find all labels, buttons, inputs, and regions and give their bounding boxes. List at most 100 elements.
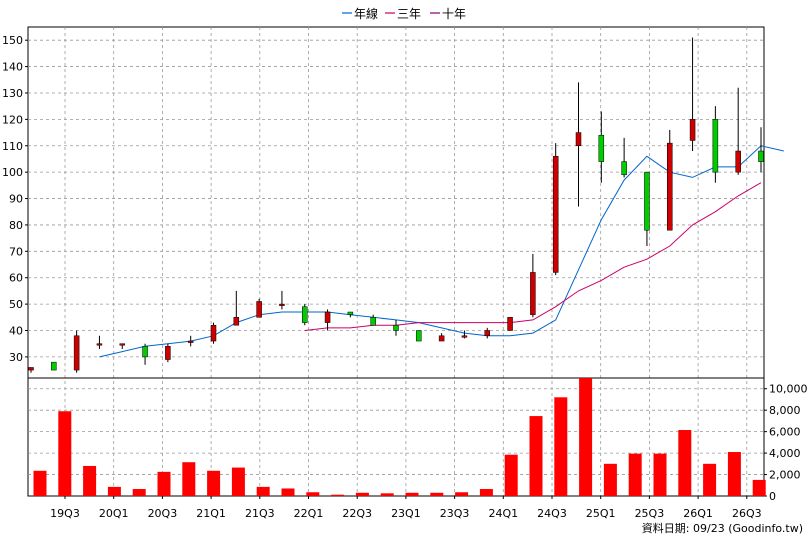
volume-bar (58, 411, 72, 496)
price-tick-label: 70 (9, 245, 23, 258)
candle-body (484, 330, 490, 337)
candle-body (28, 367, 34, 371)
volume-bar (182, 462, 196, 496)
volume-bar (306, 492, 320, 496)
price-tick-label: 90 (9, 193, 23, 206)
volume-bar (33, 470, 47, 496)
x-tick-label: 25Q1 (586, 507, 616, 520)
candle-body (370, 317, 376, 326)
price-tick-label: 60 (9, 272, 23, 285)
x-tick-label: 20Q3 (148, 507, 178, 520)
volume-bar (132, 489, 146, 496)
price-tick-label: 40 (9, 324, 23, 337)
x-tick-label: 21Q3 (245, 507, 275, 520)
legend: 年線 三年 十年 (342, 6, 466, 21)
volume-bar (281, 488, 295, 496)
x-tick-label: 23Q3 (440, 507, 470, 520)
x-tick-label: 23Q1 (391, 507, 421, 520)
candle-body (347, 311, 354, 315)
x-tick-label: 26Q3 (732, 507, 762, 520)
volume-bar (256, 486, 270, 496)
candle-body (187, 340, 194, 343)
legend-label-0: 年線 (354, 6, 378, 21)
volume-bar (107, 486, 121, 496)
x-tick-label: 24Q1 (488, 507, 518, 520)
candle-body (735, 150, 741, 173)
candle-body (507, 317, 513, 331)
x-tick-label: 22Q1 (294, 507, 324, 520)
volume-bar (479, 489, 493, 496)
price-tick-label: 50 (9, 298, 23, 311)
x-tick-label: 21Q1 (196, 507, 226, 520)
candle-body (279, 303, 285, 306)
candle-body (461, 335, 468, 338)
candle-body (165, 346, 171, 360)
price-tick-label: 130 (2, 87, 23, 100)
candle-body (302, 306, 308, 323)
volume-bar (405, 492, 419, 496)
volume-panel: 0 2,000 4,000 6,000 8,000 10,000 19Q3 20Q1 20Q3 2… (27, 377, 808, 520)
candle-body (598, 134, 605, 162)
x-tick-label: 25Q3 (635, 507, 665, 520)
candle-body (758, 150, 764, 162)
volume-bar (603, 463, 617, 496)
x-tick-label: 26Q1 (683, 507, 713, 520)
candle-body (438, 335, 445, 342)
price-tick-label: 30 (9, 351, 23, 364)
volume-bar (355, 492, 369, 496)
candle-body (393, 324, 399, 331)
volume-bar (331, 494, 345, 496)
volume-tick-label: 8,000 (769, 404, 801, 417)
candle-body (96, 343, 103, 346)
volume-bar (504, 454, 518, 496)
three-year-line (304, 182, 762, 331)
legend-label-2: 十年 (442, 7, 466, 21)
volume-tick-label: 4,000 (769, 447, 801, 460)
price-tick-label: 150 (2, 34, 23, 47)
price-tick-label: 140 (2, 61, 23, 74)
candle-body (142, 346, 148, 358)
volume-bar (628, 453, 642, 496)
volume-bar (653, 453, 667, 496)
candle-body (621, 161, 627, 176)
volume-bar (529, 416, 543, 496)
price-tick-label: 120 (2, 113, 23, 126)
volume-bar (554, 397, 568, 496)
candle-body (644, 171, 650, 231)
x-tick-label: 20Q1 (99, 507, 129, 520)
x-tick-label: 24Q3 (537, 507, 567, 520)
source-label: 資料日期: 09/23 (Goodinfo.tw) (642, 521, 803, 535)
candle-body (416, 330, 422, 342)
volume-bar (380, 493, 394, 496)
volume-bar (430, 492, 444, 496)
volume-bar (231, 467, 245, 496)
candle-body (119, 343, 125, 346)
x-tick-label: 19Q3 (50, 507, 80, 520)
volume-bar (727, 452, 741, 496)
price-tick-label: 110 (2, 140, 23, 153)
volume-bar (703, 463, 717, 496)
volume-bar (752, 479, 766, 496)
volume-frame (27, 377, 765, 497)
volume-tick-label: 10,000 (769, 383, 808, 396)
price-panel: 30 40 50 60 70 80 90 100 110 120 130 140 150 (2, 26, 784, 496)
candle-body (210, 324, 217, 342)
price-tick-label: 100 (2, 166, 23, 179)
candle-body (233, 317, 240, 326)
volume-bar (83, 465, 97, 496)
candle-body (51, 361, 57, 371)
candle-body (73, 335, 80, 371)
candle-body (530, 272, 536, 315)
candle-body (324, 311, 331, 323)
candle-body (712, 119, 719, 173)
legend-label-1: 三年 (397, 7, 421, 21)
volume-bar (157, 471, 171, 496)
candle-body (575, 132, 582, 147)
volume-bar (579, 378, 593, 496)
volume-bar (455, 492, 469, 496)
price-tick-label: 80 (9, 219, 23, 232)
candle-body (689, 119, 696, 141)
x-tick-label: 22Q3 (342, 507, 372, 520)
volume-bar (678, 430, 692, 496)
